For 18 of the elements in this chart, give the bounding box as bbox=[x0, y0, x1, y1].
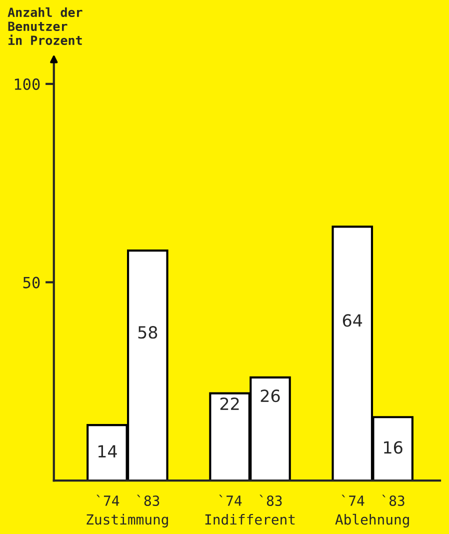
data-label: 22 bbox=[220, 397, 239, 410]
y-tick-label: 100 bbox=[14, 78, 40, 90]
series-label: `83 bbox=[137, 494, 160, 506]
text: `83 bbox=[260, 494, 282, 506]
x-tick-label: Zustimmung bbox=[86, 514, 168, 528]
y-tick-label: 50 bbox=[23, 276, 40, 288]
y-axis-title: Anzahl der Benutzer in Prozent bbox=[8, 7, 82, 45]
series-label: `74 bbox=[96, 494, 120, 506]
text: `74 bbox=[219, 494, 242, 506]
x-tick-label: Indifferent bbox=[205, 514, 295, 525]
text: `74 bbox=[342, 494, 364, 506]
data-label: 14 bbox=[98, 445, 117, 458]
data-label: 16 bbox=[384, 441, 402, 454]
x-tick-label: Ablehnung bbox=[335, 514, 409, 528]
text: `83 bbox=[382, 494, 404, 506]
data-label: 26 bbox=[260, 390, 280, 402]
data-label: 64 bbox=[342, 314, 362, 327]
data-label: 58 bbox=[138, 326, 158, 339]
